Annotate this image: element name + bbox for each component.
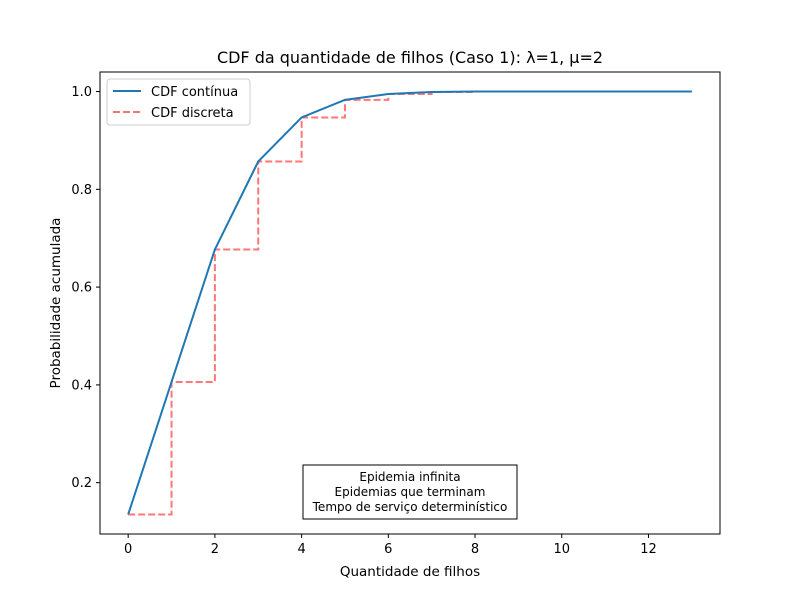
x-tick-label: 2 [211,542,219,557]
legend-box [106,78,251,126]
legend: CDF contínua CDF discreta [106,78,251,126]
y-axis-label: Probabilidade acumulada [48,218,64,389]
x-axis-label: Quantidade de filhos [340,564,480,580]
series-layer [127,90,692,516]
annotation-line-3: Tempo de serviço determinístico [312,500,508,514]
legend-label-discrete: CDF discreta [151,106,234,121]
x-tick-label: 10 [553,542,570,557]
x-tick-label: 0 [124,542,132,557]
y-tick-label: 0.8 [71,183,92,198]
x-axis-ticks: 0 2 4 6 8 10 12 [124,534,657,557]
y-tick-label: 0.2 [71,476,92,491]
x-tick-label: 8 [471,542,479,557]
series-line-continuous [127,90,692,515]
y-axis-ticks: 0.2 0.4 0.6 0.8 1.0 [71,85,100,491]
chart-title: CDF da quantidade de filhos (Caso 1): λ=… [217,48,603,67]
y-tick-label: 0.6 [71,281,92,296]
plot-area [99,71,721,535]
annotation-line-2: Epidemias que terminam [335,485,486,499]
annotation-line-1: Epidemia infinita [359,470,460,484]
x-tick-label: 6 [384,542,392,557]
annotation-box: Epidemia infinita Epidemias que terminam… [302,464,518,520]
y-tick-label: 1.0 [71,85,92,100]
annotation-frame [302,464,518,520]
legend-label-continuous: CDF contínua [151,85,238,100]
y-tick-label: 0.4 [71,378,92,393]
x-tick-label: 4 [297,542,305,557]
axes-frame [99,71,721,535]
x-tick-label: 12 [640,542,657,557]
